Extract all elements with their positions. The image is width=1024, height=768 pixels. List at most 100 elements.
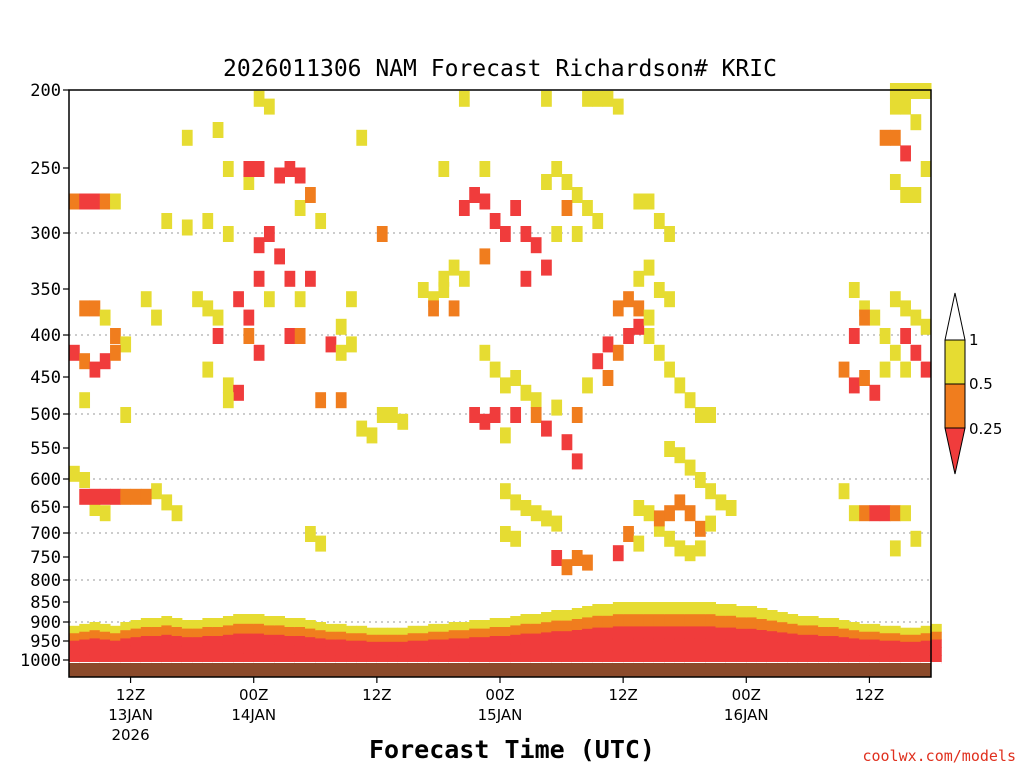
bl-cell-63-3 bbox=[715, 639, 727, 652]
bl-cell-2-4 bbox=[89, 654, 101, 664]
bl-cell-76-1 bbox=[848, 630, 860, 639]
cell-high-119 bbox=[910, 530, 922, 547]
cell-low-35 bbox=[243, 309, 255, 326]
cell-low-115 bbox=[869, 505, 881, 522]
cell-mid-0 bbox=[69, 193, 80, 210]
bl-cell-81-4 bbox=[900, 655, 911, 664]
bl-cell-41-2 bbox=[489, 636, 501, 646]
chart-title: 2026011306 NAM Forecast Richardson# KRIC bbox=[223, 56, 777, 82]
cell-mid-66 bbox=[448, 300, 460, 317]
cell-mid-92 bbox=[674, 494, 686, 511]
bl-cell-0-0 bbox=[69, 625, 80, 634]
bl-cell-14-0 bbox=[212, 618, 224, 628]
bl-cell-15-0 bbox=[222, 616, 234, 626]
bl-cell-62-2 bbox=[705, 626, 716, 640]
bl-cell-5-3 bbox=[120, 646, 132, 656]
cell-high-81 bbox=[387, 407, 398, 423]
cell-high-80 bbox=[376, 407, 388, 423]
bl-cell-39-2 bbox=[469, 637, 480, 647]
cell-high-75 bbox=[551, 399, 563, 416]
x-axis-label: Forecast Time (UTC) bbox=[369, 735, 655, 764]
bl-cell-58-0 bbox=[664, 602, 675, 615]
bl-cell-77-4 bbox=[859, 655, 870, 664]
bl-cell-59-2 bbox=[674, 626, 686, 640]
bl-cell-59-0 bbox=[674, 602, 686, 615]
cell-high-46 bbox=[489, 361, 501, 378]
bl-cell-15-1 bbox=[222, 625, 234, 636]
bl-cell-33-4 bbox=[407, 655, 419, 664]
bl-cell-53-1 bbox=[612, 614, 624, 627]
bl-cell-25-0 bbox=[325, 623, 337, 633]
cell-high-15 bbox=[438, 161, 450, 177]
cell-high-18 bbox=[551, 161, 563, 177]
bl-cell-0-3 bbox=[69, 648, 80, 657]
bl-cell-49-1 bbox=[571, 619, 583, 631]
bl-cell-58-2 bbox=[664, 626, 675, 640]
bl-cell-78-0 bbox=[869, 623, 881, 633]
bl-cell-48-0 bbox=[561, 610, 573, 622]
bl-cell-30-2 bbox=[376, 641, 388, 650]
credit-text: coolwx.com/models bbox=[862, 747, 1016, 765]
cell-mid-107 bbox=[859, 370, 870, 386]
bl-cell-0-2 bbox=[69, 640, 80, 649]
bl-cell-20-3 bbox=[274, 644, 285, 655]
bl-cell-71-3 bbox=[797, 644, 809, 655]
bl-cell-26-2 bbox=[335, 639, 347, 648]
xtick-label-time-0: 12Z bbox=[116, 686, 145, 704]
bl-cell-30-1 bbox=[376, 634, 388, 643]
ytick-label-650: 650 bbox=[30, 498, 61, 518]
bl-cell-35-2 bbox=[428, 639, 439, 648]
bl-cell-12-2 bbox=[192, 637, 203, 647]
bl-cell-81-2 bbox=[900, 641, 911, 650]
bl-cell-16-0 bbox=[233, 614, 244, 625]
bl-cell-3-0 bbox=[99, 623, 111, 633]
ytick-label-600: 600 bbox=[30, 470, 61, 490]
cell-high-6 bbox=[602, 90, 614, 107]
bl-cell-28-3 bbox=[356, 648, 368, 657]
bl-cell-57-0 bbox=[653, 602, 665, 615]
bl-cell-57-3 bbox=[653, 638, 665, 652]
cell-low-53 bbox=[489, 213, 501, 229]
cell-high-115 bbox=[900, 83, 911, 99]
cell-low-30 bbox=[274, 248, 285, 265]
bl-cell-21-0 bbox=[284, 618, 296, 628]
ytick-label-550: 550 bbox=[30, 439, 61, 459]
cell-high-63 bbox=[715, 494, 727, 511]
cell-high-34 bbox=[222, 226, 234, 242]
bl-cell-36-4 bbox=[438, 655, 450, 664]
cell-mid-78 bbox=[612, 344, 624, 361]
bl-cell-30-3 bbox=[376, 648, 388, 657]
bl-cell-68-3 bbox=[766, 641, 778, 653]
cell-mid-42 bbox=[294, 328, 306, 344]
cell-high-120 bbox=[889, 540, 901, 557]
bl-cell-27-1 bbox=[346, 633, 357, 642]
bl-cell-54-1 bbox=[623, 614, 634, 627]
bl-cell-69-2 bbox=[777, 632, 788, 644]
bl-cell-9-3 bbox=[161, 644, 173, 655]
cell-high-44 bbox=[222, 392, 234, 409]
ytick-label-200: 200 bbox=[30, 81, 61, 101]
bl-cell-69-0 bbox=[777, 612, 788, 623]
bl-cell-61-4 bbox=[694, 650, 706, 664]
bl-cell-60-0 bbox=[684, 602, 696, 615]
bl-cell-35-4 bbox=[428, 655, 439, 664]
bl-cell-52-3 bbox=[602, 639, 614, 652]
cell-high-93 bbox=[79, 472, 91, 488]
cell-high-38 bbox=[417, 282, 429, 298]
bl-cell-46-4 bbox=[541, 652, 552, 664]
bl-cell-73-4 bbox=[818, 654, 829, 664]
bl-cell-17-4 bbox=[243, 653, 255, 664]
colorbar-legend: 1 0.5 0.25 bbox=[944, 292, 1002, 475]
cell-high-106 bbox=[869, 309, 881, 326]
bl-cell-27-4 bbox=[346, 655, 357, 664]
cell-high-1 bbox=[263, 98, 275, 115]
bl-cell-2-3 bbox=[89, 646, 101, 656]
bl-cell-44-1 bbox=[520, 623, 532, 635]
cell-low-80 bbox=[633, 318, 645, 335]
cell-high-98 bbox=[202, 361, 214, 378]
legend-bin-over-1 bbox=[944, 292, 966, 341]
bl-cell-36-0 bbox=[438, 623, 450, 633]
cell-mid-85 bbox=[602, 370, 614, 386]
bl-cell-33-2 bbox=[407, 640, 419, 649]
cell-high-8 bbox=[181, 129, 193, 146]
